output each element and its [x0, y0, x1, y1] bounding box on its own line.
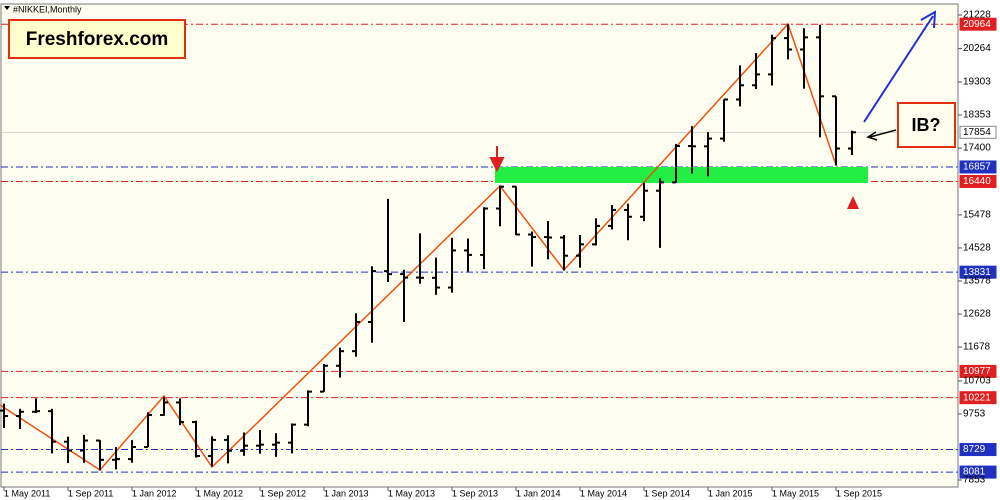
x-tick-label: 1 May 2013 [388, 488, 435, 498]
brand: Freshforex.com [26, 29, 169, 50]
y-tick-label: 19303 [963, 77, 991, 88]
y-tick-label: 20264 [963, 43, 991, 54]
level-label-box [959, 125, 997, 139]
x-tick-label: 1 Sep 2012 [260, 488, 306, 498]
y-tick-label: 10703 [963, 376, 991, 387]
arrow-up [847, 196, 859, 209]
level-label-box [959, 465, 997, 479]
y-tick-label: 21228 [963, 10, 991, 21]
x-tick-label: 1 Sep 2013 [452, 488, 498, 498]
level-label-box [959, 391, 997, 405]
level-label-box [959, 364, 997, 378]
arrow-down [489, 146, 505, 173]
level-label: 13831 [963, 267, 991, 278]
plot-area [0, 3, 959, 488]
x-tick-label: 1 May 2015 [772, 488, 819, 498]
x-tick-label: 1 Jan 2013 [324, 488, 369, 498]
level-label-box [959, 265, 997, 279]
level-label-box [959, 174, 997, 188]
x-tick-label: 1 May 2011 [4, 488, 50, 498]
level-label-box [959, 443, 997, 457]
title-icon [4, 6, 10, 10]
x-tick-label: 1 Sep 2011 [68, 488, 113, 498]
x-tick-label: 1 Jan 2014 [516, 488, 561, 498]
y-tick-label: 12628 [963, 309, 991, 320]
pointer-arrow [866, 129, 897, 141]
y-tick-label: 14528 [963, 243, 991, 254]
y-tick-label: 17400 [963, 143, 991, 154]
y-tick-label: 7853 [963, 475, 986, 486]
level-label: 10221 [963, 392, 991, 403]
x-tick-label: 1 Jan 2015 [708, 488, 753, 498]
level-label: 16440 [963, 176, 991, 187]
y-tick-label: 15478 [963, 210, 991, 221]
y-tick-label: 18353 [963, 110, 991, 121]
y-tick-label: 13578 [963, 276, 991, 287]
x-tick-label: 1 Sep 2014 [644, 488, 690, 498]
x-tick-label: 1 Sep 2015 [836, 488, 882, 498]
x-tick-label: 1 May 2014 [580, 488, 627, 498]
x-tick-label: 1 Jan 2012 [132, 488, 177, 498]
level-label: 20964 [963, 19, 991, 30]
annotation-box [897, 102, 956, 148]
level-label-box [959, 17, 997, 31]
level-label: 17854 [963, 127, 991, 138]
level-label: 8729 [963, 444, 986, 455]
level-label: 10977 [963, 366, 991, 377]
y-tick-label: 11678 [963, 342, 991, 353]
support-zone [495, 167, 868, 183]
level-label: 8081 [963, 467, 986, 478]
chart-title: #NIKKEI,Monthly [13, 4, 82, 14]
x-tick-label: 1 May 2012 [196, 488, 243, 498]
level-label-box [959, 160, 997, 174]
blue-arrow [863, 10, 937, 123]
brand-box [8, 19, 186, 59]
level-label: 16857 [963, 162, 991, 173]
annotation: IB? [912, 115, 941, 135]
y-tick-label: 9753 [963, 409, 986, 420]
